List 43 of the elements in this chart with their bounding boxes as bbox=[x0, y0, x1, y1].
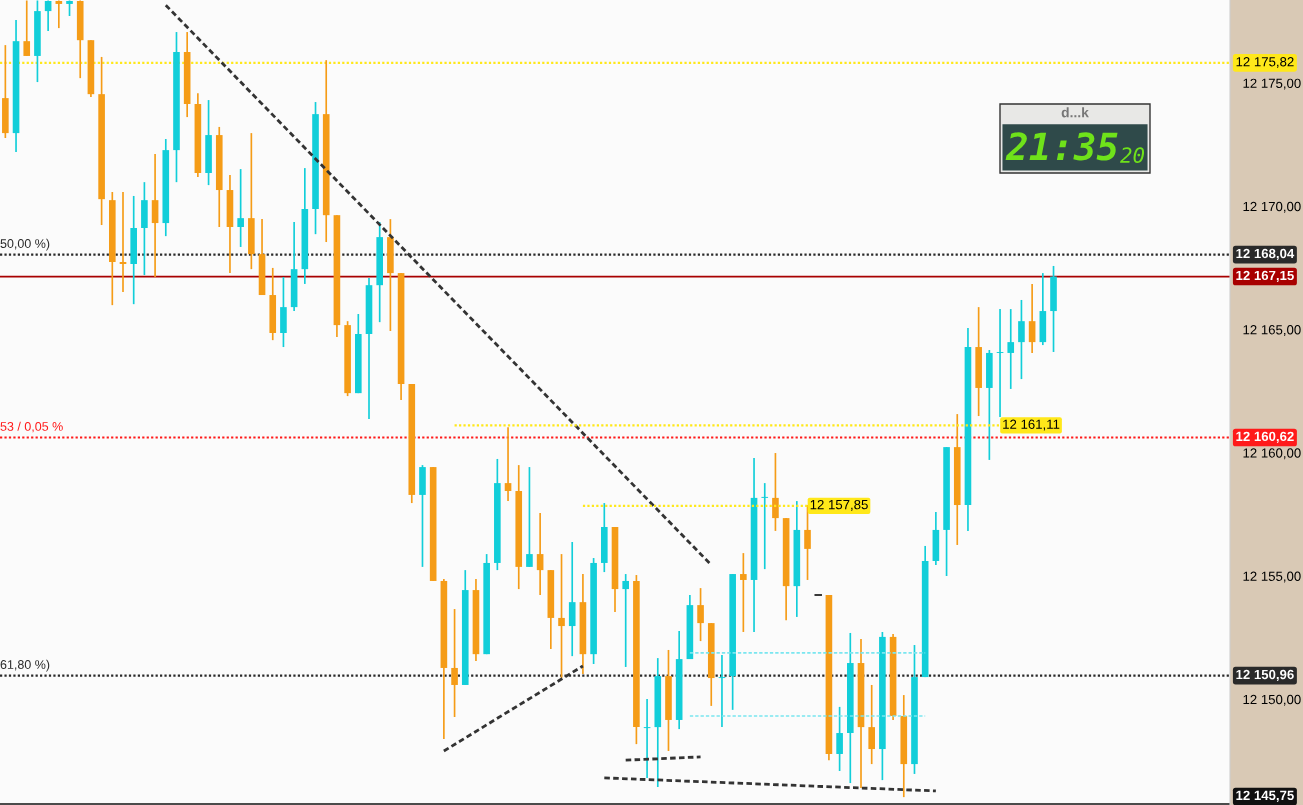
candlestick bbox=[504, 426, 512, 502]
y-tick-label: 12 150,00 bbox=[1243, 694, 1301, 706]
y-tick-label: 12 160,00 bbox=[1243, 448, 1301, 460]
candlestick bbox=[1028, 283, 1036, 354]
candlestick bbox=[740, 552, 747, 633]
annotation: 20 bbox=[1120, 147, 1145, 163]
y-tick-label: 12 155,00 bbox=[1243, 571, 1301, 583]
candlestick bbox=[526, 466, 533, 568]
ref-line-label: 12 160,62 bbox=[1236, 431, 1294, 443]
candlestick bbox=[568, 541, 576, 657]
candlestick bbox=[1007, 308, 1015, 390]
annotation: 21:35 bbox=[1005, 132, 1118, 161]
candlestick bbox=[772, 452, 779, 532]
series-label: 12 157,85 bbox=[810, 499, 868, 511]
ref-line-label: 12 175,82 bbox=[1236, 57, 1294, 68]
annotation: 53 / 0,05 % bbox=[0, 421, 63, 433]
y-tick-label: 12 165,00 bbox=[1243, 325, 1301, 337]
y-tick-label: 12 175,00 bbox=[1243, 78, 1301, 90]
candlestick bbox=[23, 0, 31, 57]
candlestick bbox=[1018, 299, 1025, 380]
series-label: 12 161,11 bbox=[1003, 419, 1060, 431]
annotation: d...k bbox=[1061, 107, 1089, 118]
candlestick bbox=[44, 0, 52, 32]
candlestick bbox=[119, 191, 127, 293]
candlestick bbox=[697, 587, 704, 642]
candlestick bbox=[836, 706, 843, 772]
candlestick bbox=[237, 168, 244, 248]
y-tick-label: 12 170,00 bbox=[1243, 201, 1301, 213]
candlestick bbox=[804, 504, 811, 581]
candlestick bbox=[536, 512, 544, 596]
candlestick bbox=[558, 553, 565, 679]
annotation: 61,80 %) bbox=[0, 659, 50, 672]
candlestick bbox=[622, 573, 630, 668]
ref-line-label: 12 145,75 bbox=[1236, 790, 1294, 802]
candlestick bbox=[55, 0, 63, 29]
annotation: 50,00 %) bbox=[0, 238, 50, 251]
candlestick bbox=[761, 482, 769, 570]
ref-line-label: 12 150,96 bbox=[1236, 669, 1294, 682]
ref-line-label: 12 168,04 bbox=[1236, 248, 1295, 261]
candlestick bbox=[451, 608, 458, 718]
ref-line-label: 12 167,15 bbox=[1236, 270, 1294, 282]
candlestick bbox=[868, 684, 876, 765]
candlestick bbox=[151, 153, 159, 278]
